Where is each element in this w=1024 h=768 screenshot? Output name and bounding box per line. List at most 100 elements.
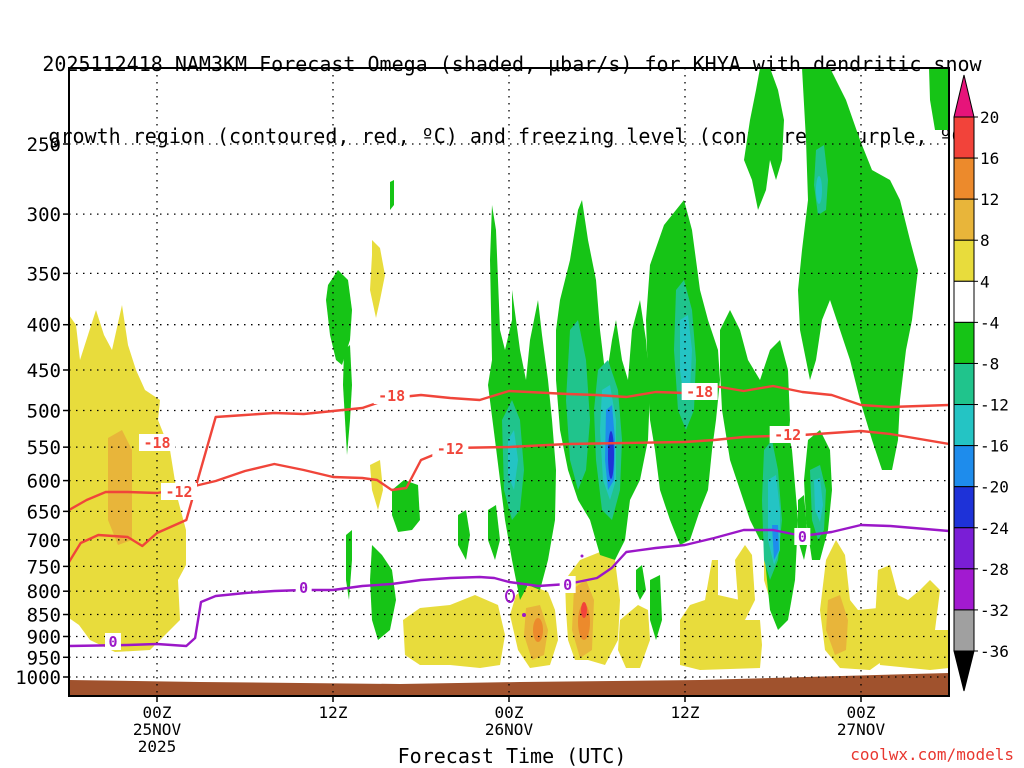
y-tick-label: 600 [27, 471, 61, 493]
chart-title: 2025112418 NAM3KM Forecast Omega (shaded… [0, 4, 1024, 172]
colorbar: 20 16 12 8 4 -4 -8 -12 -16 -20 -24 -28 -32 -36 [953, 74, 1009, 692]
colorbar-tick-label: -12 [980, 396, 1009, 415]
y-tick-label: 300 [27, 204, 61, 226]
contour-label-background [559, 576, 576, 593]
x-axis-label: Forecast Time (UTC) [397, 744, 627, 768]
omega-region-positive [578, 604, 590, 640]
y-tick-label: 350 [27, 263, 61, 285]
colorbar-band [953, 486, 975, 529]
omega-region-positive [533, 618, 543, 642]
colorbar-tick-label: -8 [980, 354, 999, 373]
omega-region-negative [508, 430, 518, 490]
contour-label: -18 [686, 383, 713, 401]
y-tick-label: 250 [27, 134, 61, 156]
colorbar-band [953, 445, 975, 488]
chart-title-line1: 2025112418 NAM3KM Forecast Omega (shaded… [42, 52, 982, 76]
contour-closed-freezing [505, 589, 515, 603]
omega-region-positive [370, 240, 385, 318]
omega-region-negative [343, 345, 352, 455]
omega-region-negative [370, 545, 396, 640]
colorbar-tick-label: -16 [980, 437, 1009, 456]
colorbar-tick-label: -4 [980, 313, 999, 332]
omega-region-positive [875, 565, 949, 670]
colorbar-band [953, 404, 975, 447]
colorbar-tick-label: -36 [980, 642, 1009, 661]
omega-region-negative [816, 176, 822, 204]
omega-region-negative [566, 320, 590, 490]
y-tick-label: 900 [27, 626, 61, 648]
contour-closed-freezing [522, 613, 526, 617]
omega-region-negative [798, 68, 918, 470]
omega-region-negative [346, 530, 352, 600]
credit-link[interactable]: coolwx.com/models [850, 745, 1014, 764]
omega-region-positive [618, 605, 650, 668]
colorbar-tick-label: 12 [980, 190, 999, 209]
contour-label-background [139, 434, 175, 451]
x-tick-label: 00Z [143, 703, 172, 722]
colorbar-tick-label: -24 [980, 519, 1009, 538]
contour-line [69, 523, 949, 648]
colorbar-band [953, 198, 975, 241]
y-tick-label: 850 [27, 605, 61, 627]
omega-region-negative [650, 575, 662, 640]
omega-region-negative [814, 478, 823, 522]
x-tick-label: 00Z [495, 703, 524, 722]
omega-region-positive [370, 460, 383, 510]
omega-region-positive [108, 430, 132, 545]
omega-region-positive [826, 595, 848, 655]
contour-label: -12 [437, 440, 464, 458]
y-tick-label: 550 [27, 437, 61, 459]
contour-label-background [769, 426, 806, 443]
colorbar-tick-label: 4 [980, 272, 990, 291]
omega-region-positive [581, 602, 587, 618]
contour-label: 0 [108, 633, 117, 651]
omega-region-negative [929, 68, 949, 130]
x-tick-label: 27NOV [837, 720, 886, 739]
omega-region-positive [735, 545, 755, 620]
y-axis: 2503003504004505005506006507007508008509… [15, 134, 69, 689]
colorbar-tick-label: -32 [980, 601, 1009, 620]
y-tick-label: 500 [27, 401, 61, 423]
contour-label-background [432, 440, 469, 457]
y-tick-label: 450 [27, 360, 61, 382]
contour-label: 0 [299, 579, 308, 597]
contours: -18 -18 -18 -12 -12 -12 0 0 0 0 [69, 383, 949, 651]
colorbar-tick-label: 8 [980, 231, 990, 250]
y-tick-label: 650 [27, 501, 61, 523]
colorbar-band [953, 609, 975, 652]
y-tick-label: 750 [27, 556, 61, 578]
contour-closed-freezing [580, 554, 584, 558]
colorbar-underflow-arrow [953, 650, 975, 692]
colorbar-band [953, 527, 975, 570]
omega-region-negative [608, 431, 614, 479]
colorbar-band [953, 362, 975, 406]
omega-region-negative [636, 565, 646, 600]
y-tick-label: 700 [27, 530, 61, 552]
colorbar-band [953, 321, 975, 364]
colorbar-band [953, 116, 975, 159]
x-tick-label: 25NOV [133, 720, 182, 739]
colorbar-tick-label: -20 [980, 478, 1009, 497]
y-tick-label: 1000 [15, 667, 61, 689]
contour-label-background [373, 387, 410, 404]
omega-region-negative [680, 315, 692, 400]
colorbar-overflow-arrow [953, 74, 975, 118]
omega-region-negative [488, 505, 500, 560]
colorbar-band [953, 157, 975, 200]
omega-region-negative [392, 480, 420, 532]
omega-region-negative [390, 180, 394, 210]
colorbar-band [953, 568, 975, 611]
contour-label-background [295, 579, 312, 596]
contour-label: -18 [143, 434, 170, 452]
contour-label: 0 [563, 576, 572, 594]
contour-line [69, 384, 949, 563]
omega-region-negative [458, 510, 470, 560]
contour-label: 0 [798, 528, 807, 546]
x-tick-label: 12Z [671, 703, 700, 722]
x-tick-label: 12Z [319, 703, 348, 722]
colorbar-tick-label: 20 [980, 108, 999, 127]
colorbar-band [953, 280, 975, 323]
x-tick-label: 2025 [138, 737, 177, 756]
